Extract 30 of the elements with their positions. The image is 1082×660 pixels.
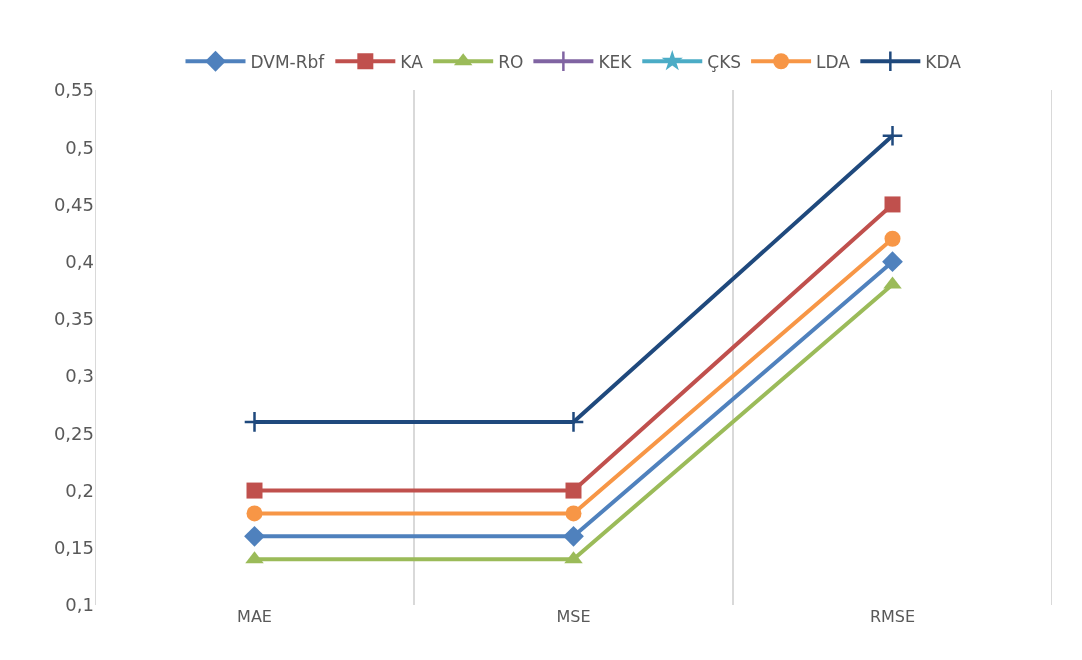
point [565,482,582,499]
point [565,505,582,522]
y-tick-label: 0,3 [65,365,94,387]
x-tick-label: MSE [556,607,591,626]
point [881,124,904,147]
legend-label: ÇKS [707,51,742,72]
point [884,230,901,247]
point [244,525,265,547]
y-tick-label: 0,45 [53,193,94,215]
y-tick-label: 0,4 [65,250,94,272]
y-tick-label: 0,1 [65,594,94,616]
y-tick-label: 0,5 [65,136,94,158]
point [882,251,903,273]
point [246,505,263,522]
point [884,196,901,213]
point [563,525,584,547]
legend-label: KEK [598,51,633,72]
point [246,482,263,499]
x-tick-label: MAE [237,607,272,626]
y-tick-label: 0,35 [53,308,94,330]
y-tick-label: 0,15 [53,537,94,559]
legend-label: DVM-Rbf [250,51,326,72]
legend-label: KDA [925,51,962,72]
legend-label: KA [400,51,424,72]
legend-label: LDA [816,51,851,72]
y-tick-label: 0,25 [53,422,94,444]
legend-label: RO [498,51,524,72]
y-tick-label: 0,2 [65,479,94,501]
x-tick-label: RMSE [869,607,916,626]
y-tick-label: 0,55 [53,79,94,101]
